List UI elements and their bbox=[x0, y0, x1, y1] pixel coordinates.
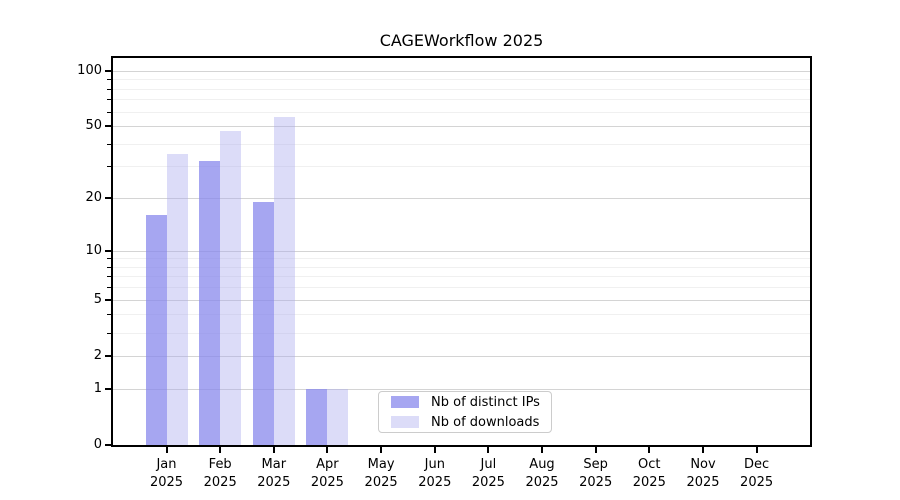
y-tick bbox=[105, 249, 111, 252]
x-tick bbox=[755, 447, 758, 453]
legend-swatch-distinct-ips-icon bbox=[391, 396, 419, 408]
plot-area: Nb of distinct IPs Nb of downloads bbox=[111, 56, 812, 447]
gridline bbox=[113, 198, 810, 199]
y-minor-tick bbox=[107, 287, 111, 289]
x-tick-label-nov: Nov 2025 bbox=[686, 457, 720, 490]
x-tick-label-jan: Jan 2025 bbox=[149, 457, 184, 490]
y-tick-label: 1 bbox=[93, 380, 102, 396]
chart-title: CAGEWorkflow 2025 bbox=[379, 31, 544, 50]
y-tick-label: 0 bbox=[93, 437, 102, 452]
legend-label-downloads: Nb of downloads bbox=[431, 414, 540, 430]
gridline bbox=[113, 250, 810, 252]
gridline bbox=[113, 79, 810, 81]
y-minor-tick bbox=[107, 314, 111, 316]
bar-jan-downloads bbox=[166, 154, 188, 445]
gridline bbox=[113, 276, 810, 278]
x-tick-label-oct: Oct 2025 bbox=[632, 457, 666, 490]
gridline bbox=[113, 355, 810, 357]
x-tick-label-may: May 2025 bbox=[364, 457, 398, 490]
x-tick-label-sep: Sep 2025 bbox=[579, 457, 613, 490]
gridline bbox=[113, 287, 810, 289]
y-minor-tick bbox=[107, 276, 111, 278]
bar-apr-distinct-ips bbox=[306, 388, 328, 445]
x-tick bbox=[648, 447, 651, 453]
x-tick bbox=[487, 447, 490, 453]
x-tick bbox=[219, 447, 222, 453]
y-tick-label: 20 bbox=[85, 190, 102, 205]
y-tick bbox=[105, 197, 111, 199]
y-minor-tick bbox=[107, 258, 111, 260]
y-minor-tick bbox=[107, 332, 111, 334]
y-tick bbox=[105, 125, 111, 127]
x-tick bbox=[326, 447, 329, 453]
bar-feb-distinct-ips bbox=[199, 161, 221, 445]
bar-feb-downloads bbox=[220, 131, 242, 445]
y-minor-tick bbox=[107, 79, 111, 81]
x-tick-label-aug: Aug 2025 bbox=[525, 457, 559, 490]
gridline bbox=[113, 88, 810, 90]
x-tick-label-feb: Feb 2025 bbox=[203, 457, 237, 490]
y-tick bbox=[105, 387, 111, 390]
x-tick bbox=[594, 447, 597, 453]
legend-label-distinct-ips: Nb of distinct IPs bbox=[431, 394, 540, 410]
legend: Nb of distinct IPs Nb of downloads bbox=[378, 391, 552, 433]
x-tick-label-mar: Mar 2025 bbox=[257, 457, 291, 490]
gridline bbox=[113, 70, 810, 72]
gridline bbox=[113, 332, 810, 334]
gridline bbox=[113, 266, 810, 268]
gridline bbox=[113, 111, 810, 113]
y-tick bbox=[105, 444, 111, 446]
gridline bbox=[113, 99, 810, 101]
y-tick-label: 100 bbox=[77, 62, 102, 78]
legend-item-distinct-ips: Nb of distinct IPs bbox=[391, 394, 551, 411]
x-tick-label-jun: Jun 2025 bbox=[418, 457, 452, 490]
y-tick-label: 10 bbox=[85, 242, 102, 258]
x-tick bbox=[433, 447, 436, 453]
x-tick-label-dec: Dec 2025 bbox=[740, 457, 774, 490]
y-minor-tick bbox=[107, 99, 111, 101]
y-tick bbox=[105, 354, 111, 357]
gridline bbox=[113, 258, 810, 260]
x-tick bbox=[702, 447, 704, 453]
gridline bbox=[113, 126, 810, 127]
gridline bbox=[113, 166, 810, 168]
x-tick bbox=[541, 447, 543, 453]
y-tick-label: 5 bbox=[93, 291, 102, 307]
x-tick-label-jul: Jul 2025 bbox=[471, 457, 505, 490]
y-minor-tick bbox=[107, 143, 111, 145]
y-minor-tick bbox=[107, 266, 111, 268]
x-tick-label-apr: Apr 2025 bbox=[310, 457, 344, 490]
gridline bbox=[113, 143, 810, 145]
legend-item-downloads: Nb of downloads bbox=[391, 414, 551, 431]
bar-jan-distinct-ips bbox=[145, 215, 167, 445]
gridline bbox=[113, 388, 810, 390]
y-tick bbox=[105, 69, 111, 72]
y-tick-label: 50 bbox=[85, 118, 102, 133]
y-tick-label: 2 bbox=[93, 347, 102, 363]
bar-mar-distinct-ips bbox=[252, 202, 274, 445]
bar-mar-downloads bbox=[273, 117, 295, 445]
bar-apr-downloads bbox=[327, 388, 349, 445]
x-tick bbox=[165, 447, 168, 453]
x-tick bbox=[380, 447, 383, 453]
y-minor-tick bbox=[107, 111, 111, 113]
y-tick bbox=[105, 298, 111, 301]
legend-swatch-downloads-icon bbox=[391, 416, 419, 428]
y-minor-tick bbox=[107, 166, 111, 168]
gridline bbox=[113, 314, 810, 316]
y-minor-tick bbox=[107, 88, 111, 90]
gridline bbox=[113, 299, 810, 301]
x-tick bbox=[272, 447, 275, 453]
